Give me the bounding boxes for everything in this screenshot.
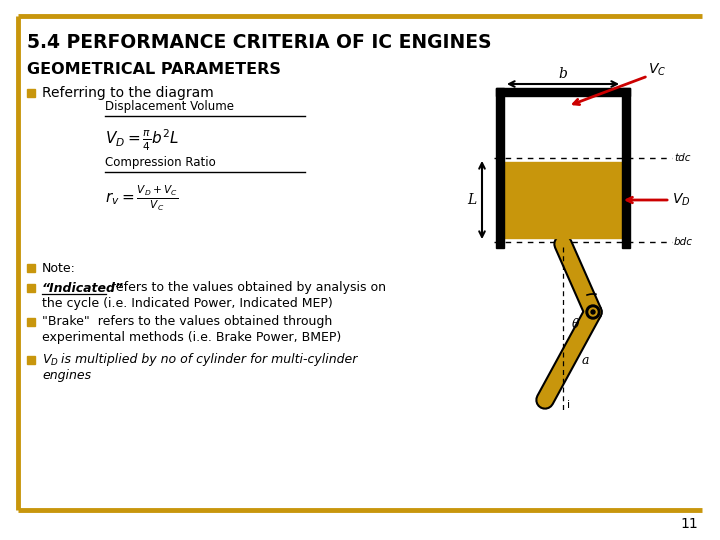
Bar bbox=[27, 264, 35, 272]
Bar bbox=[496, 88, 630, 96]
Text: Displacement Volume: Displacement Volume bbox=[105, 100, 234, 113]
Text: $r_v = \frac{V_D + V_C}{V_C}$: $r_v = \frac{V_D + V_C}{V_C}$ bbox=[105, 183, 178, 213]
Bar bbox=[27, 318, 35, 326]
Bar bbox=[27, 284, 35, 292]
Text: refers to the values obtained by analysis on: refers to the values obtained by analysi… bbox=[107, 281, 386, 294]
Text: the cycle (i.e. Indicated Power, Indicated MEP): the cycle (i.e. Indicated Power, Indicat… bbox=[42, 296, 333, 309]
Text: is multiplied by no of cylinder for multi-cylinder: is multiplied by no of cylinder for mult… bbox=[57, 354, 357, 367]
Text: GEOMETRICAL PARAMETERS: GEOMETRICAL PARAMETERS bbox=[27, 63, 281, 78]
Circle shape bbox=[591, 310, 595, 314]
Text: θ: θ bbox=[572, 319, 580, 332]
Bar bbox=[504, 96, 622, 158]
Text: $V_D$: $V_D$ bbox=[42, 353, 59, 368]
Text: $V_C$: $V_C$ bbox=[648, 62, 666, 78]
Text: Referring to the diagram: Referring to the diagram bbox=[42, 86, 214, 100]
Text: L: L bbox=[467, 193, 476, 207]
Text: 11: 11 bbox=[680, 517, 698, 531]
Text: $V_D$: $V_D$ bbox=[672, 192, 690, 208]
Bar bbox=[27, 356, 35, 364]
Text: Note:: Note: bbox=[42, 261, 76, 274]
Text: experimental methods (i.e. Brake Power, BMEP): experimental methods (i.e. Brake Power, … bbox=[42, 330, 341, 343]
Text: "Brake"  refers to the values obtained through: "Brake" refers to the values obtained th… bbox=[42, 315, 332, 328]
Bar bbox=[496, 88, 504, 248]
Circle shape bbox=[589, 308, 597, 316]
Text: Compression Ratio: Compression Ratio bbox=[105, 156, 216, 169]
Bar bbox=[27, 89, 35, 97]
Text: engines: engines bbox=[42, 368, 91, 381]
Text: $V_D = \frac{\pi}{4} b^2 L$: $V_D = \frac{\pi}{4} b^2 L$ bbox=[105, 127, 179, 152]
Text: 5.4 PERFORMANCE CRITERIA OF IC ENGINES: 5.4 PERFORMANCE CRITERIA OF IC ENGINES bbox=[27, 32, 492, 51]
Bar bbox=[622, 88, 630, 248]
Bar bbox=[504, 162, 622, 238]
Text: “Indicated”: “Indicated” bbox=[42, 281, 124, 294]
Text: b: b bbox=[559, 67, 567, 81]
Text: a: a bbox=[581, 354, 589, 367]
Text: i: i bbox=[567, 400, 570, 410]
Text: bdc: bdc bbox=[674, 237, 693, 247]
Circle shape bbox=[586, 305, 600, 319]
Text: tdc: tdc bbox=[674, 153, 690, 163]
